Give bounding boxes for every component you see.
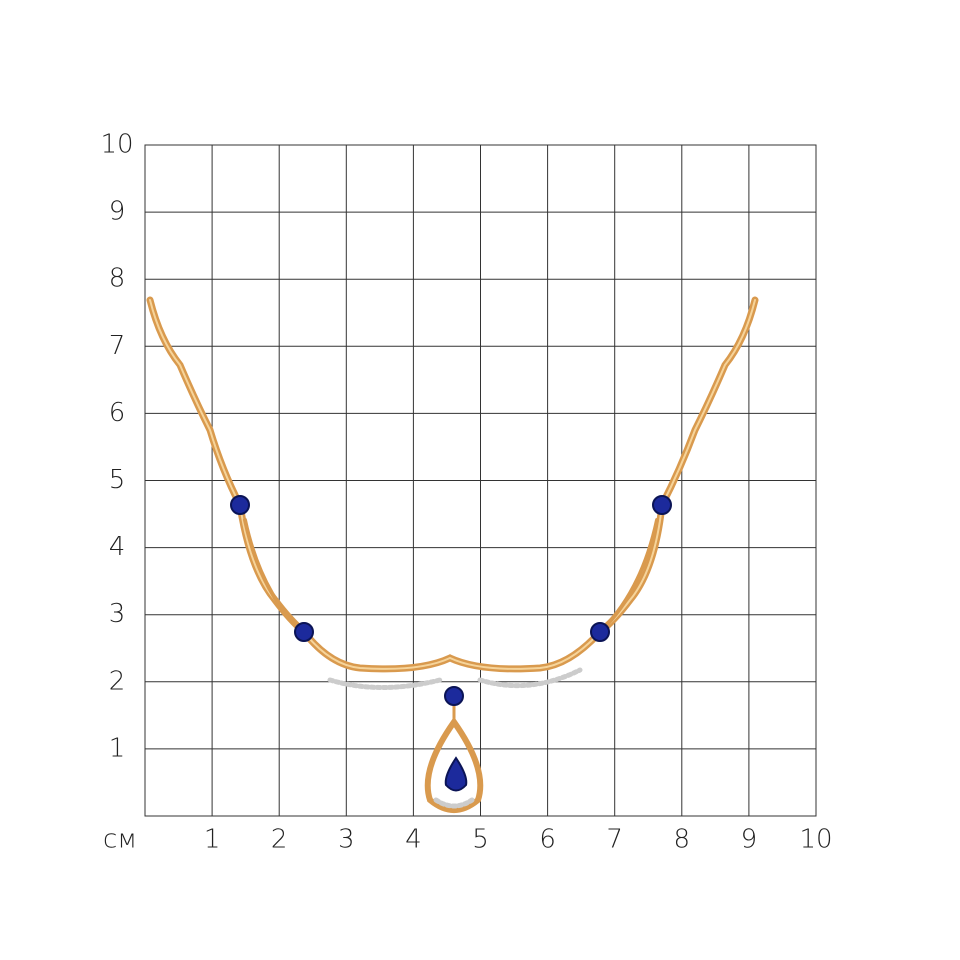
x-tick-label: 2 (271, 825, 288, 855)
x-tick-label: 6 (539, 825, 556, 855)
sapphire (652, 495, 672, 515)
x-tick-label: 5 (472, 825, 489, 855)
diamond-row (327, 677, 443, 690)
unit-label: см (103, 825, 137, 855)
y-tick-label: 6 (109, 398, 126, 428)
x-tick-label: 3 (338, 825, 355, 855)
y-tick-label: 5 (109, 465, 126, 495)
sapphire (444, 686, 464, 706)
x-tick-label: 1 (204, 825, 221, 855)
sapphires (230, 495, 672, 792)
sapphire (230, 495, 250, 515)
sapphire (590, 622, 610, 642)
necklace (146, 296, 759, 813)
y-tick-label: 3 (109, 599, 126, 629)
y-tick-label: 9 (109, 197, 126, 227)
x-tick-label: 9 (741, 825, 758, 855)
sapphire (294, 622, 314, 642)
y-tick-label: 1 (109, 733, 126, 763)
x-tick-label: 7 (606, 825, 623, 855)
diamond-row (433, 797, 475, 809)
gold-loop (243, 518, 302, 632)
diamond-row (477, 667, 583, 689)
y-tick-label: 7 (109, 331, 126, 361)
gold-loop (600, 518, 659, 632)
y-tick-label: 10 (100, 130, 133, 160)
gold-highlight (149, 299, 756, 670)
y-tick-label: 4 (109, 532, 126, 562)
x-tick-label: 4 (405, 825, 422, 855)
x-tick-label: 10 (799, 825, 832, 855)
gold-chain (146, 296, 759, 673)
sapphire-pear (444, 756, 468, 792)
grid-border (144, 144, 817, 817)
x-tick-label: 8 (674, 825, 691, 855)
y-tick-label: 8 (109, 264, 126, 294)
y-tick-label: 2 (109, 666, 126, 696)
pendant-frame (424, 716, 484, 813)
